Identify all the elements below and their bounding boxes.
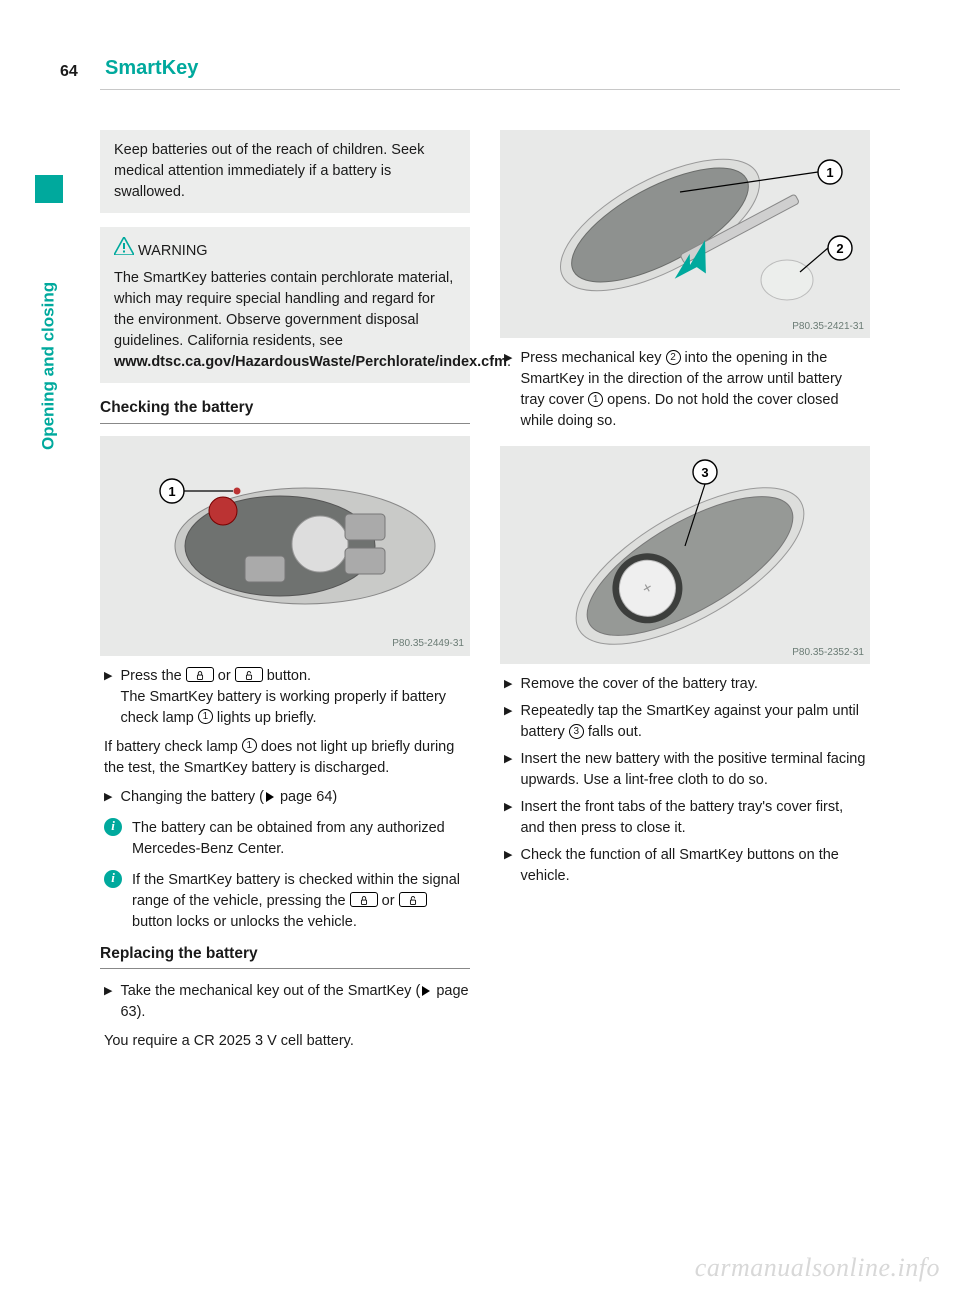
side-section-label: Opening and closing: [35, 210, 63, 450]
side-tab-marker: [35, 175, 63, 203]
t: button.: [263, 668, 311, 684]
step-check-function: ▶ Check the function of all SmartKey but…: [500, 845, 870, 887]
step-insert-battery: ▶ Insert the new battery with the positi…: [500, 749, 870, 791]
step-body: Press mechanical key 2 into the opening …: [520, 348, 870, 432]
step-marker-icon: ▶: [504, 674, 512, 695]
svg-text:1: 1: [826, 165, 833, 180]
warning-triangle-icon: [114, 237, 134, 255]
step-body: Press the or button. The SmartKey batter…: [120, 666, 470, 729]
t: Take the mechanical key out of the Smart…: [120, 983, 420, 999]
svg-text:3: 3: [701, 465, 708, 480]
figure-mechanical-key: 1 2 P80.35-2421-31: [500, 130, 870, 338]
page-content: Keep batteries out of the reach of child…: [0, 90, 960, 1060]
unlock-button-icon: [399, 892, 427, 907]
t: or: [214, 668, 235, 684]
step-marker-icon: ▶: [104, 787, 112, 808]
info-icon: i: [104, 870, 122, 888]
warning-url: www.dtsc.ca.gov/HazardousWaste/Perchlora…: [114, 354, 507, 370]
subheading-replacing: Replacing the battery: [100, 943, 470, 969]
step-body: Changing the battery ( page 64): [120, 787, 337, 808]
info-obtained: i The battery can be obtained from any a…: [100, 818, 470, 860]
t: If battery check lamp: [104, 739, 242, 755]
step-body: Insert the new battery with the positive…: [520, 749, 870, 791]
t: button locks or unlocks the vehicle.: [132, 914, 357, 930]
step-body: Check the function of all SmartKey butto…: [520, 845, 870, 887]
t: page 64): [276, 789, 337, 805]
t: falls out.: [584, 724, 642, 740]
paragraph-discharged: If battery check lamp 1 does not light u…: [100, 737, 470, 779]
box-text: Keep batteries out of the reach of child…: [114, 142, 424, 200]
step-tap-palm: ▶ Repeatedly tap the SmartKey against yo…: [500, 701, 870, 743]
step-marker-icon: ▶: [104, 981, 112, 1023]
lock-button-icon: [186, 667, 214, 682]
page-title: SmartKey: [105, 54, 198, 83]
step-remove-cover: ▶ Remove the cover of the battery tray.: [500, 674, 870, 695]
info-text: The battery can be obtained from any aut…: [132, 818, 470, 860]
figure-battery-tray: + 3 P80.35-2352-31: [500, 446, 870, 664]
step-insert-tabs: ▶ Insert the front tabs of the battery t…: [500, 797, 870, 839]
watermark-text: carmanualsonline.info: [695, 1249, 940, 1287]
unlock-button-icon: [235, 667, 263, 682]
figure-reference-2: P80.35-2421-31: [792, 320, 864, 335]
figure-reference-1: P80.35-2449-31: [392, 637, 464, 652]
step-body: Remove the cover of the battery tray.: [520, 674, 757, 695]
figure-reference-3: P80.35-2352-31: [792, 646, 864, 661]
warning-label: WARNING: [138, 243, 208, 259]
figure-smartkey-front: 1 P80.35-2449-31: [100, 436, 470, 656]
step-press-mechanical-key: ▶ Press mechanical key 2 into the openin…: [500, 348, 870, 432]
step-marker-icon: ▶: [104, 666, 112, 729]
callout-ref-1b: 1: [242, 738, 257, 753]
callout-ref-1: 1: [198, 709, 213, 724]
info-icon: i: [104, 818, 122, 836]
step-marker-icon: ▶: [504, 749, 512, 791]
step-marker-icon: ▶: [504, 701, 512, 743]
left-column: Keep batteries out of the reach of child…: [100, 130, 470, 1060]
subheading-checking: Checking the battery: [100, 397, 470, 423]
step-marker-icon: ▶: [504, 845, 512, 887]
svg-text:2: 2: [836, 241, 843, 256]
callout-ref-3: 3: [569, 724, 584, 739]
info-signal-range: i If the SmartKey battery is checked wit…: [100, 870, 470, 933]
step-press-button: ▶ Press the or button. The SmartKey batt…: [100, 666, 470, 729]
paragraph-cr2025: You require a CR 2025 3 V cell battery.: [100, 1031, 470, 1052]
info-box-children: Keep batteries out of the reach of child…: [100, 130, 470, 213]
t: or: [378, 893, 399, 909]
step-body: Insert the front tabs of the battery tra…: [520, 797, 870, 839]
t: Press the: [120, 668, 185, 684]
callout-ref-2: 2: [666, 350, 681, 365]
info-text: If the SmartKey battery is checked withi…: [132, 870, 470, 933]
t: lights up briefly.: [213, 710, 317, 726]
lock-button-icon: [350, 892, 378, 907]
step-marker-icon: ▶: [504, 797, 512, 839]
right-column: 1 2 P80.35-2421-31 ▶ Press mechanical ke…: [500, 130, 870, 1060]
step-body: Take the mechanical key out of the Smart…: [120, 981, 470, 1023]
page-number: 64: [60, 60, 78, 83]
page-ref-arrow-icon: [422, 986, 430, 996]
t: Press mechanical key: [520, 350, 665, 366]
svg-text:1: 1: [168, 484, 175, 499]
callout-ref-1c: 1: [588, 392, 603, 407]
step-marker-icon: ▶: [504, 348, 512, 432]
page-header: 64 SmartKey: [100, 0, 900, 90]
t: Changing the battery (: [120, 789, 263, 805]
warning-heading-row: WARNING: [114, 237, 456, 268]
warning-box: WARNING The SmartKey batteries contain p…: [100, 227, 470, 383]
step-take-mechanical-key: ▶ Take the mechanical key out of the Sma…: [100, 981, 470, 1023]
step-body: Repeatedly tap the SmartKey against your…: [520, 701, 870, 743]
warning-body-1: The SmartKey batteries contain perchlora…: [114, 270, 453, 349]
page-ref-arrow-icon: [266, 792, 274, 802]
step-change-battery: ▶ Changing the battery ( page 64): [100, 787, 470, 808]
